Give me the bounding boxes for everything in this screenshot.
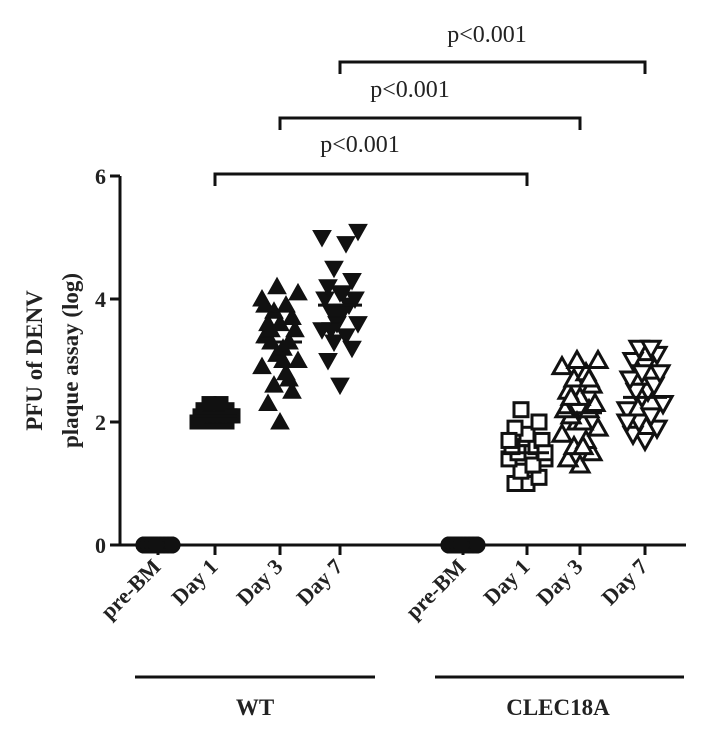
data-point-2-21 <box>273 350 293 368</box>
data-point-3-6 <box>348 316 368 334</box>
data-point-2-5 <box>252 356 272 375</box>
y-tick-label-2: 2 <box>95 410 106 435</box>
data-point-2-22 <box>261 319 281 338</box>
data-point-2-1 <box>258 393 278 412</box>
x-tick-label-0: pre-BM <box>95 554 165 624</box>
data-point-7-5 <box>615 401 639 422</box>
x-tick-label-2: Day 3 <box>231 554 287 610</box>
y-tick-label-6: 6 <box>95 164 106 189</box>
data-point-2-12 <box>285 319 305 338</box>
data-point-7-0 <box>633 431 657 453</box>
data-point-3-16 <box>324 260 344 279</box>
data-point-3-21 <box>333 285 353 303</box>
data-point-7-12 <box>648 364 672 385</box>
group-labels: WT CLEC18A <box>135 675 684 720</box>
data-point-2-20 <box>267 276 287 295</box>
data-point-6-1 <box>556 446 580 468</box>
data-point-7-4 <box>639 407 663 428</box>
data-point-2-3 <box>264 375 284 393</box>
data-point-7-11 <box>618 370 642 392</box>
data-point-6-22 <box>559 385 583 406</box>
data-point-6-21 <box>571 434 595 456</box>
data-point-3-1 <box>318 353 338 371</box>
p-value-label-2: p<0.001 <box>370 77 450 103</box>
data-point-5-18 <box>500 431 518 449</box>
data-point-3-12 <box>345 291 365 310</box>
significance-bracket-2 <box>278 116 582 130</box>
data-point-3-14 <box>318 279 338 297</box>
significance-brackets: p<0.001 p<0.001 p<0.001 <box>213 22 647 186</box>
data-point-3-2 <box>342 340 362 359</box>
data-point-6-20 <box>565 348 589 369</box>
data-point-2-2 <box>282 381 302 399</box>
y-axis-label-line-2: plaque assay (log) <box>58 273 83 448</box>
data-point-3-11 <box>315 291 335 310</box>
data-point-6-23 <box>577 366 601 388</box>
data-point-3-19 <box>348 223 368 242</box>
significance-bracket-3 <box>338 60 647 74</box>
data-point-2-0 <box>270 411 290 430</box>
data-point-2-24 <box>255 295 275 313</box>
data-point-2-6 <box>288 350 308 368</box>
x-tick-label-7: Day 7 <box>596 554 652 610</box>
data-point-3-0 <box>330 377 350 396</box>
y-tick-label-0: 0 <box>95 533 106 558</box>
data-point-3-15 <box>342 273 362 291</box>
data-point-6-18 <box>550 354 574 376</box>
data-point-6-12 <box>583 391 607 413</box>
x-tick-label-5: Day 1 <box>478 554 534 610</box>
data-point-1-17 <box>213 396 229 412</box>
significance-bracket-1 <box>213 172 529 186</box>
y-axis-label: PFU of DENV plaque assay (log) <box>22 273 83 448</box>
data-point-7-17 <box>639 339 663 361</box>
data-point-5-16 <box>512 401 530 419</box>
group-label-clec18a: CLEC18A <box>506 695 610 720</box>
group-label-wt: WT <box>236 695 274 720</box>
data-point-7-18 <box>615 413 639 435</box>
data-points <box>135 223 675 554</box>
data-point-2-17 <box>276 295 296 313</box>
y-ticks: 0 2 4 6 <box>95 164 120 558</box>
data-point-5-17 <box>524 456 542 474</box>
y-tick-label-4: 4 <box>95 287 106 312</box>
data-point-3-22 <box>321 322 341 340</box>
data-point-3-3 <box>324 334 344 353</box>
p-value-label-1: p<0.001 <box>320 132 400 158</box>
data-point-6-6 <box>586 416 610 437</box>
data-point-2-19 <box>288 282 308 301</box>
data-point-3-18 <box>312 230 332 248</box>
mean-lines <box>136 303 667 547</box>
y-axis-label-line-1: PFU of DENV <box>22 290 47 431</box>
p-value-label-3: p<0.001 <box>447 22 527 48</box>
data-point-7-20 <box>630 364 654 385</box>
data-point-5-15 <box>530 413 548 431</box>
data-point-2-23 <box>279 368 299 387</box>
x-tick-label-6: Day 3 <box>531 554 587 610</box>
data-point-3-4 <box>336 328 356 346</box>
data-point-2-15 <box>282 307 302 325</box>
x-tick-label-3: Day 7 <box>291 554 347 610</box>
data-point-6-19 <box>586 348 610 369</box>
x-tick-label-4: pre-BM <box>400 554 470 624</box>
data-point-6-5 <box>550 422 574 443</box>
data-point-3-17 <box>336 236 356 254</box>
x-tick-label-1: Day 1 <box>166 554 222 610</box>
